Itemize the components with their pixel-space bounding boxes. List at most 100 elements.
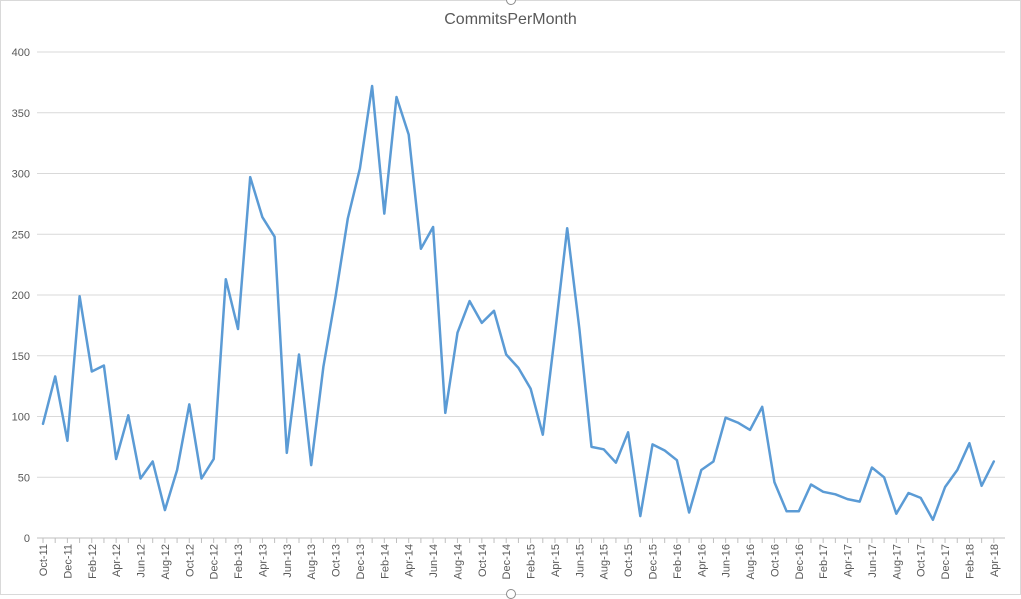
data-point	[187, 402, 191, 406]
data-point	[504, 353, 508, 357]
x-tick-label: Feb-17	[818, 544, 830, 579]
x-tick-label: Apr-15	[550, 544, 562, 577]
series-layer	[41, 84, 996, 522]
x-tick-label: Apr-13	[257, 544, 269, 577]
data-point	[529, 387, 533, 391]
x-tick-label: Dec-11	[62, 544, 74, 579]
data-point	[151, 459, 155, 463]
x-tick-label: Jun-12	[136, 544, 148, 578]
x-tick-label: Aug-15	[599, 544, 611, 579]
x-tick-label: Apr-12	[111, 544, 123, 577]
data-point	[919, 496, 923, 500]
data-point	[748, 428, 752, 432]
data-point	[858, 500, 862, 504]
data-point	[882, 475, 886, 479]
data-point	[78, 294, 82, 298]
x-tick-label: Dec-15	[648, 544, 660, 579]
x-tick-label: Aug-17	[891, 544, 903, 579]
data-point	[980, 484, 984, 488]
data-point	[90, 370, 94, 374]
data-point	[541, 433, 545, 437]
data-point	[626, 430, 630, 434]
data-point	[565, 226, 569, 230]
data-point	[906, 491, 910, 495]
data-point	[65, 439, 69, 443]
series-line	[41, 84, 996, 522]
x-tick-label: Dec-13	[355, 544, 367, 579]
data-point	[785, 509, 789, 513]
data-point	[212, 457, 216, 461]
data-point	[638, 514, 642, 518]
x-tick-label: Jun-14	[428, 544, 440, 578]
data-point	[492, 309, 496, 313]
y-tick-label: 50	[18, 472, 30, 484]
data-point	[431, 225, 435, 229]
x-tick-label: Jun-16	[721, 544, 733, 578]
data-point	[675, 458, 679, 462]
x-tick-label: Jun-15	[574, 544, 586, 578]
data-point	[663, 449, 667, 453]
data-point	[358, 167, 362, 171]
data-point	[175, 468, 179, 472]
data-point	[199, 476, 203, 480]
data-point	[651, 442, 655, 446]
data-point	[260, 215, 264, 219]
x-tick-label: Oct-16	[769, 544, 781, 577]
data-point	[443, 411, 447, 415]
x-axis-tick-labels: Oct-11 Dec-11 Feb-12 Apr-12 Jun-12 Aug-12 Oct-…	[38, 544, 1001, 579]
data-point	[577, 327, 581, 331]
data-point	[126, 413, 130, 417]
data-point	[797, 509, 801, 513]
data-point	[419, 247, 423, 251]
data-point	[699, 468, 703, 472]
y-tick-label: 300	[12, 169, 30, 181]
data-point	[736, 421, 740, 425]
x-tick-label: Dec-17	[940, 544, 952, 579]
data-point	[236, 327, 240, 331]
gridlines	[37, 51, 1005, 478]
data-point	[224, 277, 228, 281]
data-point	[602, 447, 606, 451]
x-tick-label: Oct-11	[38, 544, 50, 576]
x-tick-label: Feb-13	[233, 544, 245, 579]
data-point	[382, 212, 386, 216]
data-point	[468, 299, 472, 303]
x-tick-label: Dec-16	[794, 544, 806, 579]
data-point	[590, 445, 594, 449]
data-point	[297, 353, 301, 357]
data-point	[687, 510, 691, 514]
data-point	[711, 459, 715, 463]
data-point	[833, 492, 837, 496]
data-point	[614, 461, 618, 465]
data-point	[870, 466, 874, 470]
y-tick-label: 0	[24, 533, 30, 545]
x-tick-label: Dec-12	[209, 544, 221, 579]
data-point	[285, 451, 289, 455]
data-point	[102, 363, 106, 367]
data-point	[724, 416, 728, 420]
data-point	[760, 405, 764, 409]
y-tick-label: 250	[12, 229, 30, 241]
data-point	[943, 485, 947, 489]
data-point	[516, 366, 520, 370]
y-tick-label: 350	[12, 108, 30, 120]
x-tick-label: Feb-14	[379, 544, 391, 579]
data-point	[992, 459, 996, 463]
x-tick-label: Oct-15	[623, 544, 635, 577]
x-tick-label: Feb-12	[87, 544, 99, 579]
x-tick-label: Feb-18	[964, 544, 976, 579]
x-tick-label: Feb-15	[526, 544, 538, 579]
x-tick-label: Dec-14	[501, 544, 513, 579]
data-point	[41, 422, 45, 426]
y-tick-label: 100	[12, 412, 30, 424]
y-tick-label: 150	[12, 351, 30, 363]
data-point	[163, 508, 167, 512]
y-tick-label: 200	[12, 290, 30, 302]
data-point	[894, 512, 898, 516]
x-tick-label: Oct-13	[331, 544, 343, 577]
data-point	[248, 175, 252, 179]
data-point	[480, 321, 484, 325]
x-tick-label: Apr-18	[989, 544, 1001, 577]
data-point	[53, 374, 57, 378]
data-point	[846, 497, 850, 501]
